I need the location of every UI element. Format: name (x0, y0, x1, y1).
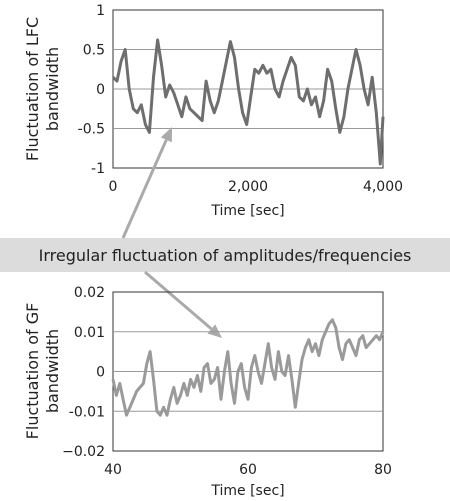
chart-gf: −0.02 -0.01 0 0.01 0.02 40 60 80 Time [sec] Flu… (23, 285, 392, 499)
series-line (111, 318, 385, 417)
chart-lfc: -1 -0.5 0 0.5 1 0 2,000 4,000 Time [sec] Fluctu… (23, 3, 403, 219)
y-tick-label: -1 (91, 161, 105, 177)
x-tick-label: 4,000 (363, 179, 403, 195)
banner-background (0, 238, 450, 272)
x-axis-label: Time [sec] (210, 203, 284, 219)
y-tick-label: 0 (96, 82, 105, 98)
y-tick-label: -0.01 (69, 404, 105, 420)
y-tick-label: 1 (96, 3, 105, 19)
annotation-arrows (121, 127, 222, 338)
y-axis-label-line1: Fluctuation of LFC (23, 17, 42, 161)
arrow-to-top-chart (121, 139, 168, 239)
y-tick-label: 0 (96, 365, 105, 381)
arrow-head-bottom (207, 324, 222, 338)
x-tick-label: 80 (374, 462, 392, 478)
x-tick-label: 60 (239, 462, 257, 478)
tick-labels: −0.02 -0.01 0 0.01 0.02 40 60 80 (62, 285, 392, 478)
series-line (111, 38, 385, 166)
y-axis-label-line2: bandwidth (43, 47, 62, 131)
y-axis-label-part2: bandwidth (43, 47, 62, 131)
y-tick-label: 0.01 (74, 325, 105, 341)
y-axis-label-part2: bandwidth (43, 329, 62, 413)
annotation-text: Irregular fluctuation of amplitudes/freq… (39, 246, 412, 265)
arrow-head-top (160, 127, 172, 143)
arrow-to-bottom-chart (144, 270, 213, 331)
y-tick-label: 0.5 (83, 43, 105, 59)
y-axis-label-line2: bandwidth (43, 329, 62, 413)
x-tick-label: 0 (109, 179, 118, 195)
x-axis-label: Time [sec] (210, 483, 284, 499)
y-tick-label: 0.02 (74, 285, 105, 301)
y-axis-label-part1: Fluctuation of GF (23, 303, 42, 440)
tick-labels: -1 -0.5 0 0.5 1 0 2,000 4,000 (78, 3, 403, 195)
y-tick-label: −0.02 (62, 444, 105, 460)
y-axis-label-part1: Fluctuation of LFC (23, 17, 42, 161)
annotation-banner: Irregular fluctuation of amplitudes/freq… (0, 238, 450, 272)
y-axis-label-line1: Fluctuation of GF (23, 303, 42, 440)
y-tick-label: -0.5 (78, 122, 105, 138)
x-tick-label: 2,000 (228, 179, 268, 195)
x-tick-label: 40 (104, 462, 122, 478)
